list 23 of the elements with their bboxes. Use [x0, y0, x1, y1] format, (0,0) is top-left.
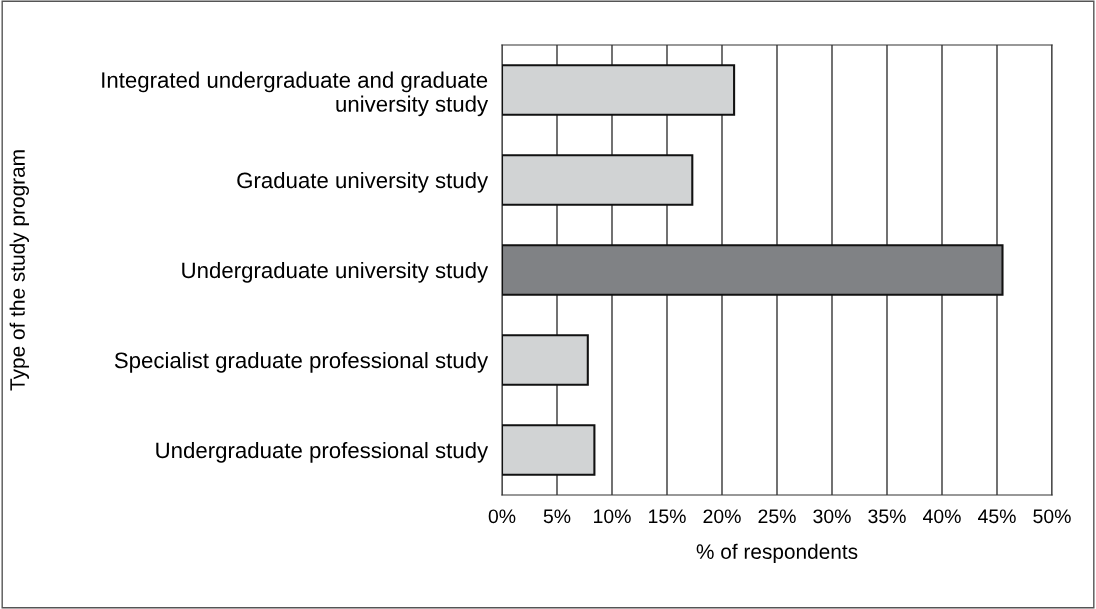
x-tick-label: 50% [1033, 509, 1071, 524]
bar [502, 334, 589, 386]
x-tick-label: 15% [649, 509, 686, 524]
x-tick-label: 0% [488, 509, 516, 524]
bar [502, 154, 694, 206]
y-tick-label: Undergraduate university study [182, 261, 489, 283]
x-tick-label: 40% [922, 509, 961, 524]
x-axis-title: % of respondents [696, 543, 858, 564]
bar [502, 424, 596, 476]
x-tick-label: 35% [868, 509, 906, 524]
x-tick-label: 25% [758, 509, 796, 524]
y-tick-label: Undergraduate professional study [156, 441, 489, 463]
x-tick-label: 5% [543, 509, 571, 524]
y-tick-label: Integrated undergraduate and graduate university study [102, 71, 489, 117]
x-tick-label: 20% [703, 509, 741, 524]
y-tick-label: Specialist graduate professional study [114, 351, 489, 373]
bar [502, 64, 736, 116]
x-tick-label: 30% [813, 509, 851, 524]
y-tick-label: Graduate university study [237, 171, 489, 193]
bar [502, 244, 1004, 296]
y-axis-title: Type of the study program [9, 150, 29, 391]
x-tick-label: 45% [977, 509, 1016, 524]
x-tick-label: 10% [594, 509, 631, 524]
